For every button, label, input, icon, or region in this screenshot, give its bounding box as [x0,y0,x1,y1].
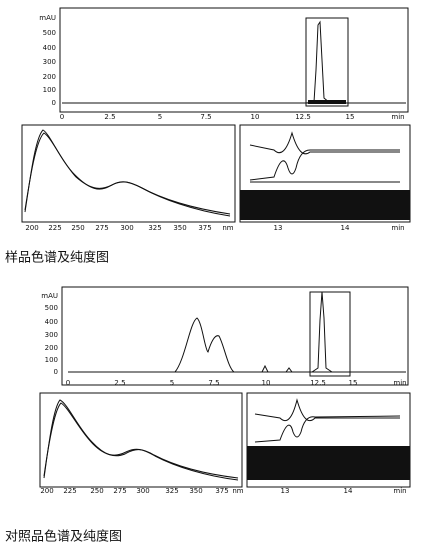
peak-trace [174,291,350,373]
peak-base [308,100,346,104]
purity-frame [246,392,411,488]
figure-caption: 样品色谱及纯度图 [5,250,109,266]
x-tick-label: 300 [136,487,149,495]
x-tick-label: 15 [346,113,355,121]
spectrum-frame [21,124,236,223]
y-tick-label: 100 [43,86,56,94]
x-tick-label: 13 [274,224,283,232]
x-tick-label: nm [232,487,243,495]
x-tick-label: min [391,113,404,121]
x-tick-label: 0 [66,379,70,387]
x-tick-label: 7.5 [200,113,211,121]
x-tick-label: 225 [48,224,61,232]
x-tick-label: 10 [262,379,271,387]
x-tick-label: 7.5 [208,379,219,387]
x-tick-label: 200 [25,224,38,232]
y-tick-label: 500 [43,29,56,37]
x-tick-label: 13 [281,487,290,495]
x-tick-label: min [391,224,404,232]
y-tick-label: 0 [52,99,56,107]
y-tick-label: mAU [41,292,58,300]
x-tick-label: 2.5 [114,379,125,387]
x-tick-label: 275 [95,224,108,232]
y-tick-label: 200 [43,73,56,81]
x-tick-label: min [393,379,406,387]
peak-trace [305,20,348,104]
figure-caption: 对照品色谱及纯度图 [5,529,122,545]
spectrum-trace [24,129,231,215]
spectrum-trace [43,402,239,481]
x-tick-label: 5 [158,113,162,121]
x-tick-label: 12.5 [295,113,311,121]
x-tick-label: 350 [173,224,186,232]
x-tick-label: 375 [215,487,228,495]
x-tick-label: 0 [60,113,64,121]
figure-2 [39,286,411,488]
x-tick-label: 325 [148,224,161,232]
y-tick-label: mAU [39,14,56,22]
purity-frame [239,124,411,223]
y-tick-label: 0 [54,368,58,376]
purity-trace [249,149,400,181]
x-tick-label: 250 [71,224,84,232]
y-tick-label: 500 [45,304,58,312]
x-tick-label: 275 [113,487,126,495]
x-tick-label: 225 [63,487,76,495]
x-tick-label: 200 [40,487,53,495]
spectrum-trace [43,399,239,479]
purity-trace [254,415,401,443]
x-tick-label: 350 [189,487,202,495]
x-tick-label: 2.5 [104,113,115,121]
selection-box [309,291,351,377]
y-tick-label: 300 [43,58,56,66]
x-tick-label: 10 [251,113,260,121]
chromatogram-frame [59,7,409,113]
y-tick-label: 400 [45,318,58,326]
x-tick-label: 300 [120,224,133,232]
x-tick-label: 325 [165,487,178,495]
y-tick-label: 100 [45,356,58,364]
purity-band [240,190,410,220]
x-tick-label: 12.5 [310,379,326,387]
selection-box [305,17,349,107]
x-tick-label: nm [222,224,233,232]
x-tick-label: 5 [170,379,174,387]
x-tick-label: 250 [90,487,103,495]
purity-trace [254,398,400,422]
chromatogram-frame [61,286,409,386]
purity-trace [249,131,400,155]
x-tick-label: 14 [344,487,353,495]
x-tick-label: 375 [198,224,211,232]
spectrum-frame [39,392,243,488]
spectrum-trace [24,132,231,217]
y-tick-label: 400 [43,44,56,52]
purity-band [247,446,410,480]
y-tick-label: 300 [45,331,58,339]
y-tick-label: 200 [45,344,58,352]
x-tick-label: 15 [349,379,358,387]
x-tick-label: 14 [341,224,350,232]
x-tick-label: min [393,487,406,495]
figure-1 [21,7,411,223]
